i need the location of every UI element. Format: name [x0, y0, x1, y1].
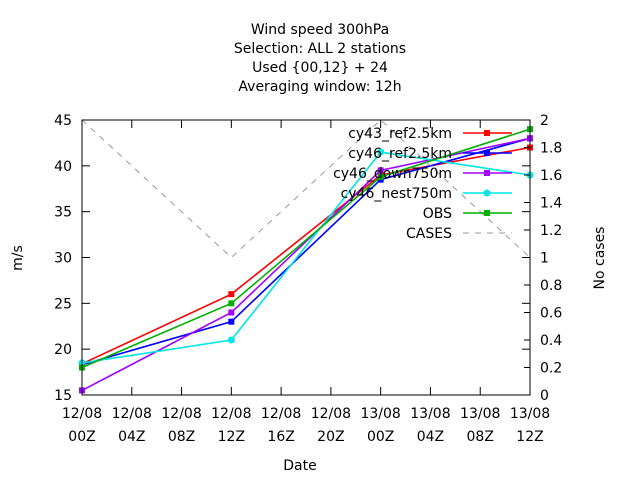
y2-tick-label: 1.6: [540, 168, 562, 184]
y2-axis-label: No cases: [592, 227, 608, 290]
legend-label: cy46_down750m: [333, 166, 452, 182]
series-cases: [81, 119, 531, 259]
legend: cy43_ref2.5km cy46_ref2.5km cy46_down750mc…: [333, 126, 512, 242]
legend-item: OBS: [423, 206, 512, 222]
x-tick-label: 00Z: [367, 429, 394, 445]
legend-item: cy43_ref2.5km: [348, 126, 512, 142]
y-tick-label: 40: [54, 159, 72, 175]
y2-tick-label: 1.8: [540, 141, 562, 157]
y2-tick-label: 0.2: [540, 361, 562, 377]
x-axis: 12/08 00Z 12/08 04Z 12/08 08Z 12/08 12Z 12/08 16Z…: [62, 120, 550, 445]
y-axis: 15 20 25 30 35 40 45: [54, 113, 530, 404]
y2-tick-label: 0.6: [540, 306, 562, 322]
x-tick-label: 12/08: [311, 406, 351, 422]
data-point: [484, 170, 490, 176]
legend-item: cy46_nest750m: [341, 186, 512, 202]
series-layer: [78, 119, 534, 394]
x-tick-label: 16Z: [267, 429, 294, 445]
data-point: [228, 309, 235, 316]
legend-label: cy46_nest750m: [341, 186, 452, 202]
data-point: [228, 291, 235, 298]
y-tick-label: 35: [54, 205, 72, 221]
x-tick-label: 12Z: [218, 429, 245, 445]
x-tick-label: 12/08: [261, 406, 301, 422]
x-tick-label: 12/08: [211, 406, 251, 422]
x-tick-label: 04Z: [417, 429, 444, 445]
x-axis-label: Date: [283, 458, 316, 474]
series-cy43-ref2-5km: [79, 144, 533, 367]
data-point: [484, 210, 490, 216]
title-line: Selection: ALL 2 stations: [234, 41, 406, 57]
legend-item: cy46_down750m: [333, 166, 512, 182]
series-cy46-down750m: [79, 135, 533, 394]
series-cy46-nest750m: [78, 148, 534, 367]
y2-tick-label: 0.4: [540, 333, 562, 349]
x-tick-label: 13/08: [510, 406, 550, 422]
x-tick-label: 04Z: [118, 429, 145, 445]
x-tick-label: 13/08: [360, 406, 400, 422]
y2-axis: 0 0.2 0.4 0.6 0.8 1 1.2 1.4 1.6 1.8 2: [524, 113, 562, 404]
data-point: [377, 173, 384, 180]
title-line: Used {00,12} + 24: [252, 60, 388, 76]
legend-label: cy46_ref2.5km: [348, 146, 452, 162]
series-line: [81, 146, 531, 365]
data-point: [484, 130, 490, 136]
y2-tick-label: 1.2: [540, 223, 562, 239]
x-tick-label: 00Z: [68, 429, 95, 445]
y-tick-label: 30: [54, 251, 72, 267]
series-line: [81, 151, 531, 364]
data-point: [377, 167, 384, 174]
data-point: [484, 150, 490, 156]
y-tick-label: 25: [54, 296, 72, 312]
y2-tick-label: 1: [540, 251, 549, 267]
title-line: Averaging window: 12h: [238, 79, 401, 95]
y2-tick-label: 1.4: [540, 196, 562, 212]
legend-item: cy46_ref2.5km: [348, 146, 512, 162]
legend-label: cy43_ref2.5km: [348, 126, 452, 142]
x-tick-label: 13/08: [460, 406, 500, 422]
plot-frame: [81, 119, 531, 396]
series-line: [81, 137, 531, 366]
chart-title: Wind speed 300hPa Selection: ALL 2 statio…: [234, 22, 406, 95]
y-tick-label: 45: [54, 113, 72, 129]
x-tick-label: 13/08: [410, 406, 450, 422]
x-tick-label: 12/08: [161, 406, 201, 422]
y-axis-label: m/s: [10, 245, 26, 271]
data-point: [228, 300, 235, 307]
data-point: [227, 336, 235, 344]
x-tick-label: 08Z: [168, 429, 195, 445]
series-line: [81, 119, 531, 259]
y2-tick-label: 0.8: [540, 278, 562, 294]
x-tick-label: 20Z: [317, 429, 344, 445]
legend-item: CASES: [406, 226, 512, 242]
data-point: [483, 189, 491, 197]
legend-label: OBS: [423, 206, 452, 222]
title-line: Wind speed 300hPa: [251, 22, 389, 38]
legend-label: CASES: [406, 226, 452, 242]
y2-tick-label: 2: [540, 113, 549, 129]
data-point: [228, 318, 235, 325]
series-line: [81, 128, 531, 369]
x-tick-label: 12/08: [112, 406, 152, 422]
data-point: [377, 148, 385, 156]
x-tick-label: 08Z: [467, 429, 494, 445]
y-tick-label: 20: [54, 342, 72, 358]
y2-tick-label: 0: [540, 388, 549, 404]
x-tick-label: 12/08: [62, 406, 102, 422]
x-tick-label: 12Z: [516, 429, 543, 445]
y-tick-label: 15: [54, 388, 72, 404]
